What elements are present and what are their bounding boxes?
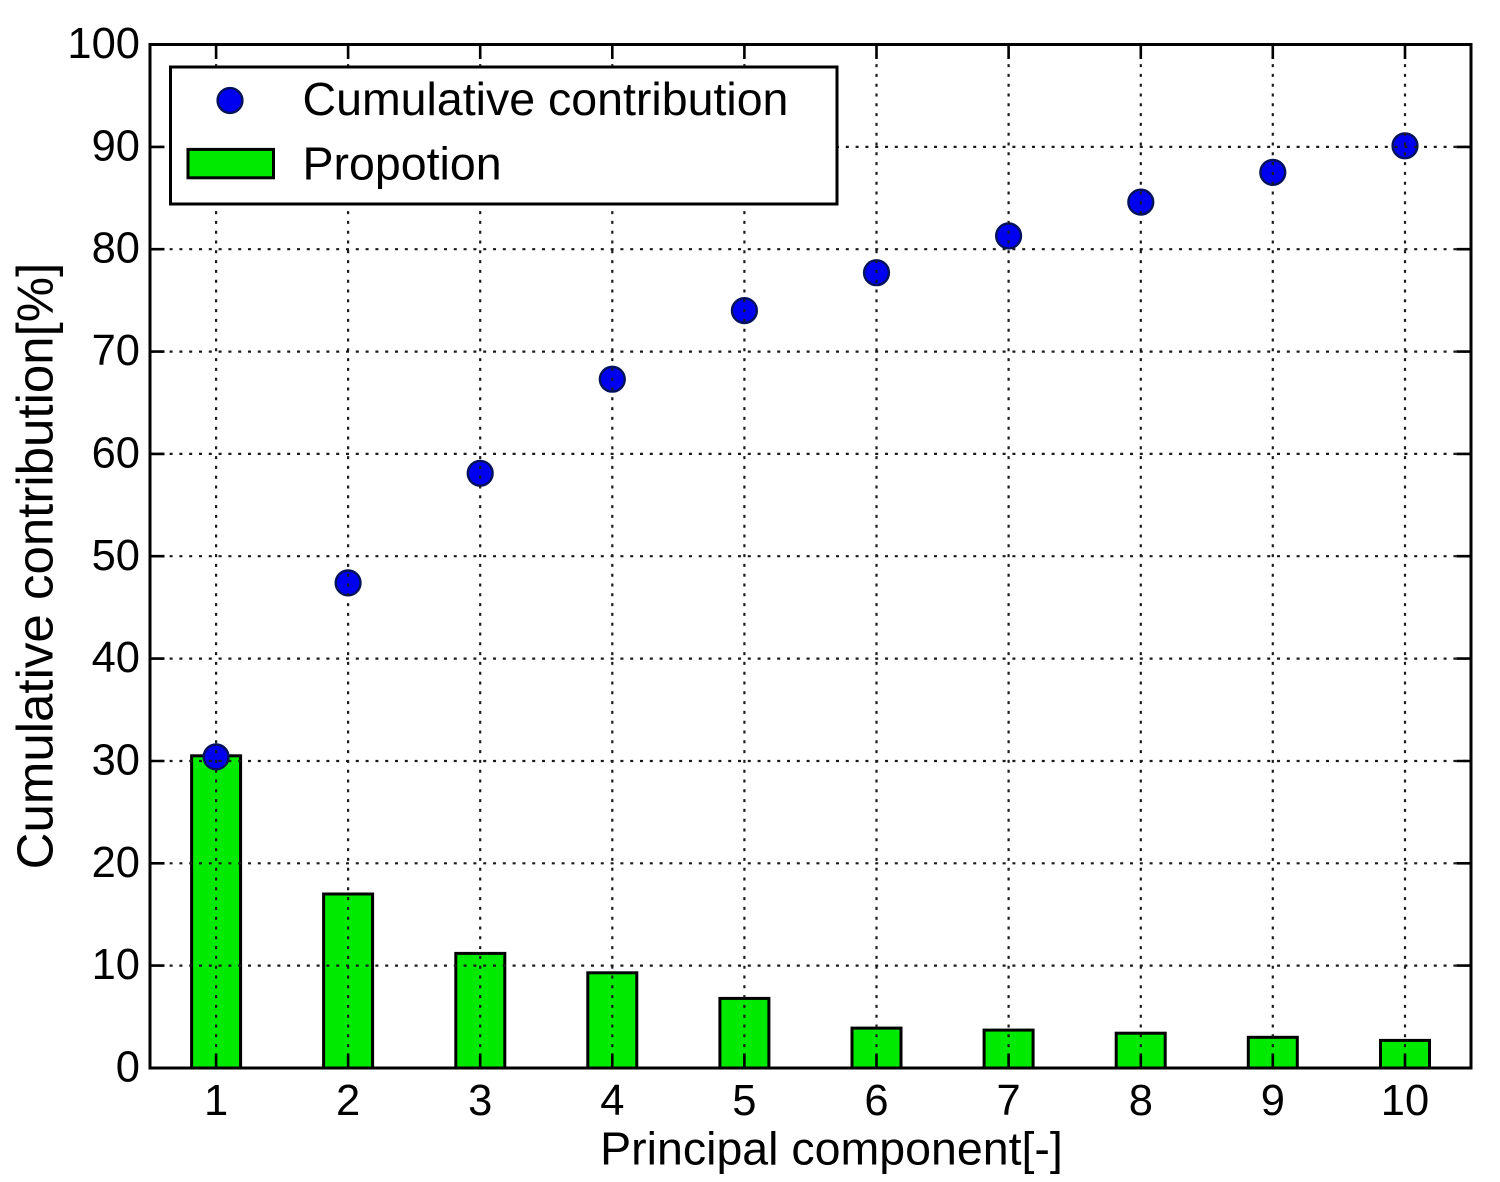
svg-text:90: 90 [92, 122, 140, 170]
svg-text:4: 4 [600, 1077, 624, 1125]
svg-text:0: 0 [116, 1044, 140, 1092]
svg-text:10: 10 [92, 941, 140, 989]
svg-text:30: 30 [92, 737, 140, 785]
svg-text:2: 2 [336, 1077, 360, 1125]
svg-text:100: 100 [67, 20, 140, 68]
svg-text:3: 3 [468, 1077, 492, 1125]
svg-text:60: 60 [92, 429, 140, 477]
svg-text:40: 40 [92, 634, 140, 682]
svg-text:Propotion: Propotion [303, 138, 502, 190]
svg-text:Principal component[-]: Principal component[-] [600, 1123, 1063, 1175]
svg-text:9: 9 [1261, 1077, 1285, 1125]
svg-text:5: 5 [732, 1077, 756, 1125]
svg-text:80: 80 [92, 225, 140, 273]
svg-text:50: 50 [92, 532, 140, 580]
svg-text:Cumulative contribution: Cumulative contribution [303, 73, 789, 125]
svg-text:70: 70 [92, 327, 140, 375]
svg-text:Cumulative contribution[%]: Cumulative contribution[%] [7, 263, 64, 870]
svg-text:7: 7 [996, 1077, 1020, 1125]
svg-text:6: 6 [864, 1077, 888, 1125]
svg-text:20: 20 [92, 839, 140, 887]
svg-text:8: 8 [1129, 1077, 1153, 1125]
svg-text:1: 1 [204, 1077, 228, 1125]
svg-text:10: 10 [1381, 1077, 1429, 1125]
